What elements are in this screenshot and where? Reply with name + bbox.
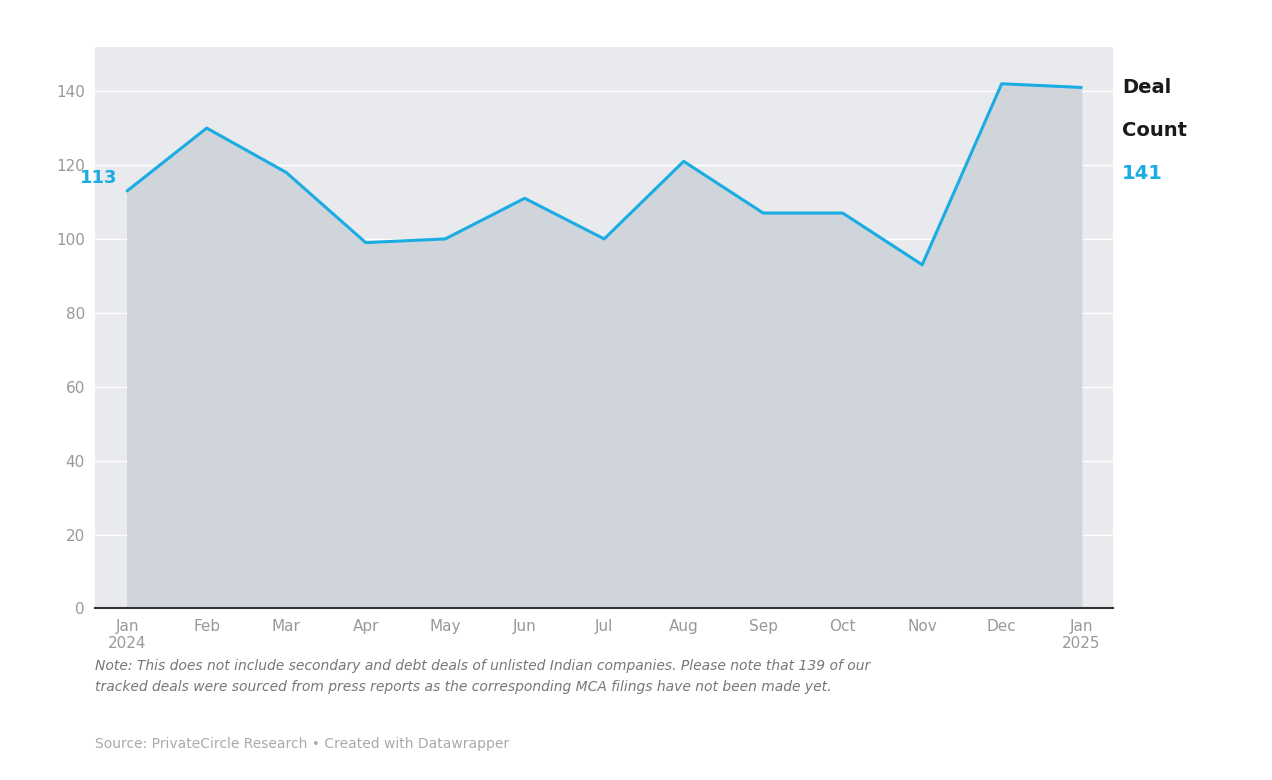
Text: Source: PrivateCircle Research • Created with Datawrapper: Source: PrivateCircle Research • Created…	[95, 737, 510, 751]
Text: 113: 113	[79, 169, 117, 187]
Text: Count: Count	[1122, 121, 1187, 140]
Text: Deal: Deal	[1122, 78, 1172, 97]
Text: 141: 141	[1122, 164, 1163, 183]
Text: Note: This does not include secondary and debt deals of unlisted Indian companie: Note: This does not include secondary an…	[95, 659, 870, 693]
